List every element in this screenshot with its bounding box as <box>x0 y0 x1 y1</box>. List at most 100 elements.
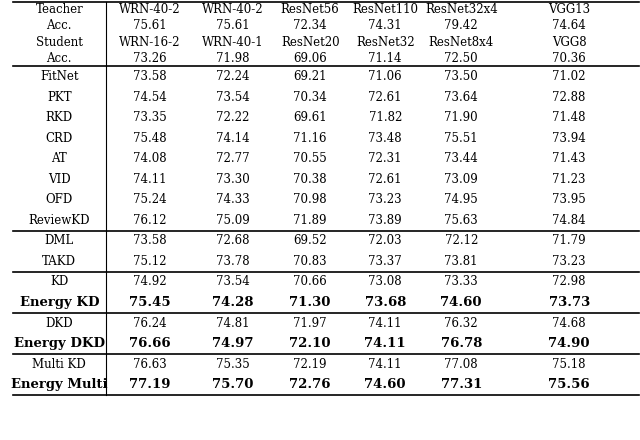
Text: 75.61: 75.61 <box>132 19 166 33</box>
Text: 74.11: 74.11 <box>369 358 402 370</box>
Text: 73.68: 73.68 <box>365 296 406 309</box>
Text: 73.95: 73.95 <box>552 193 586 206</box>
Text: 72.77: 72.77 <box>216 152 250 165</box>
Text: ResNet110: ResNet110 <box>352 3 418 16</box>
Text: 72.50: 72.50 <box>444 52 478 65</box>
Text: AT: AT <box>51 152 67 165</box>
Text: 71.98: 71.98 <box>216 52 250 65</box>
Text: 73.35: 73.35 <box>132 111 166 124</box>
Text: 74.92: 74.92 <box>132 275 166 289</box>
Text: 74.54: 74.54 <box>132 91 166 103</box>
Text: 73.78: 73.78 <box>216 255 250 268</box>
Text: WRN-16-2: WRN-16-2 <box>118 36 180 48</box>
Text: 72.22: 72.22 <box>216 111 250 124</box>
Text: 73.09: 73.09 <box>444 173 478 186</box>
Text: 73.54: 73.54 <box>216 275 250 289</box>
Text: Energy DKD: Energy DKD <box>14 337 105 350</box>
Text: CRD: CRD <box>45 132 73 145</box>
Text: 73.48: 73.48 <box>369 132 402 145</box>
Text: Acc.: Acc. <box>47 52 72 65</box>
Text: 76.63: 76.63 <box>132 358 166 370</box>
Text: 74.31: 74.31 <box>369 19 402 33</box>
Text: 71.89: 71.89 <box>293 214 327 227</box>
Text: 77.08: 77.08 <box>444 358 478 370</box>
Text: KD: KD <box>50 275 68 289</box>
Text: 73.54: 73.54 <box>216 91 250 103</box>
Text: 73.30: 73.30 <box>216 173 250 186</box>
Text: 72.88: 72.88 <box>552 91 586 103</box>
Text: PKT: PKT <box>47 91 72 103</box>
Text: 76.78: 76.78 <box>440 337 482 350</box>
Text: 74.14: 74.14 <box>216 132 250 145</box>
Text: 74.81: 74.81 <box>216 316 250 330</box>
Text: 71.06: 71.06 <box>369 70 402 83</box>
Text: 71.82: 71.82 <box>369 111 402 124</box>
Text: 70.38: 70.38 <box>293 173 327 186</box>
Text: 75.45: 75.45 <box>129 296 170 309</box>
Text: 75.12: 75.12 <box>132 255 166 268</box>
Text: 74.33: 74.33 <box>216 193 250 206</box>
Text: 75.24: 75.24 <box>132 193 166 206</box>
Text: 75.70: 75.70 <box>212 378 253 391</box>
Text: 73.33: 73.33 <box>444 275 478 289</box>
Text: 72.98: 72.98 <box>552 275 586 289</box>
Text: Acc.: Acc. <box>47 19 72 33</box>
Text: 74.68: 74.68 <box>552 316 586 330</box>
Text: 70.98: 70.98 <box>293 193 327 206</box>
Text: 73.73: 73.73 <box>548 296 590 309</box>
Text: 74.64: 74.64 <box>552 19 586 33</box>
Text: 72.12: 72.12 <box>445 235 478 247</box>
Text: 71.79: 71.79 <box>552 235 586 247</box>
Text: 77.19: 77.19 <box>129 378 170 391</box>
Text: 75.61: 75.61 <box>216 19 250 33</box>
Text: 74.90: 74.90 <box>548 337 590 350</box>
Text: 72.10: 72.10 <box>289 337 331 350</box>
Text: 73.89: 73.89 <box>369 214 402 227</box>
Text: Energy Multi: Energy Multi <box>11 378 108 391</box>
Text: 69.52: 69.52 <box>293 235 327 247</box>
Text: 71.16: 71.16 <box>293 132 327 145</box>
Text: TAKD: TAKD <box>42 255 76 268</box>
Text: 72.34: 72.34 <box>293 19 327 33</box>
Text: 69.61: 69.61 <box>293 111 327 124</box>
Text: 75.18: 75.18 <box>552 358 586 370</box>
Text: 74.60: 74.60 <box>365 378 406 391</box>
Text: 77.31: 77.31 <box>440 378 482 391</box>
Text: Teacher: Teacher <box>35 3 83 16</box>
Text: FitNet: FitNet <box>40 70 79 83</box>
Text: 71.43: 71.43 <box>552 152 586 165</box>
Text: 75.51: 75.51 <box>444 132 478 145</box>
Text: RKD: RKD <box>45 111 73 124</box>
Text: 76.66: 76.66 <box>129 337 170 350</box>
Text: 73.26: 73.26 <box>132 52 166 65</box>
Text: VGG13: VGG13 <box>548 3 590 16</box>
Text: DML: DML <box>45 235 74 247</box>
Text: 73.50: 73.50 <box>444 70 478 83</box>
Text: 72.68: 72.68 <box>216 235 250 247</box>
Text: 69.06: 69.06 <box>293 52 327 65</box>
Text: 76.32: 76.32 <box>444 316 478 330</box>
Text: ResNet32: ResNet32 <box>356 36 415 48</box>
Text: 73.23: 73.23 <box>552 255 586 268</box>
Text: 76.24: 76.24 <box>132 316 166 330</box>
Text: 70.66: 70.66 <box>293 275 327 289</box>
Text: 76.12: 76.12 <box>132 214 166 227</box>
Text: 71.97: 71.97 <box>293 316 327 330</box>
Text: 72.76: 72.76 <box>289 378 331 391</box>
Text: 73.08: 73.08 <box>369 275 402 289</box>
Text: 70.34: 70.34 <box>293 91 327 103</box>
Text: 75.48: 75.48 <box>132 132 166 145</box>
Text: 71.02: 71.02 <box>552 70 586 83</box>
Text: 72.03: 72.03 <box>369 235 402 247</box>
Text: 73.37: 73.37 <box>369 255 402 268</box>
Text: 73.23: 73.23 <box>369 193 402 206</box>
Text: WRN-40-2: WRN-40-2 <box>202 3 264 16</box>
Text: ResNet56: ResNet56 <box>281 3 340 16</box>
Text: VID: VID <box>48 173 70 186</box>
Text: 73.64: 73.64 <box>444 91 478 103</box>
Text: 72.61: 72.61 <box>369 91 402 103</box>
Text: ResNet32x4: ResNet32x4 <box>425 3 498 16</box>
Text: 73.58: 73.58 <box>132 235 166 247</box>
Text: 74.11: 74.11 <box>369 316 402 330</box>
Text: 71.14: 71.14 <box>369 52 402 65</box>
